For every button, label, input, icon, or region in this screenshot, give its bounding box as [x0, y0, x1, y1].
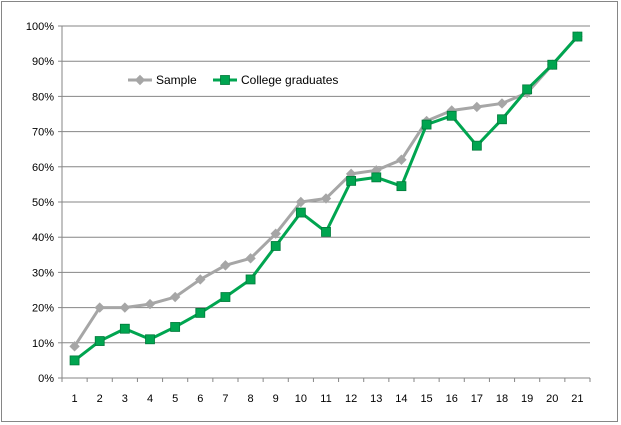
y-tick-label: 100%: [26, 21, 54, 33]
data-point-diamond: [396, 154, 407, 165]
data-point-square: [295, 207, 306, 218]
data-point-square: [94, 336, 105, 346]
x-tick-label: 7: [222, 393, 228, 405]
data-point-diamond: [471, 101, 483, 113]
legend-item-1: College graduates: [213, 73, 338, 87]
y-tick-label: 0%: [38, 373, 54, 385]
data-point-diamond: [119, 302, 131, 313]
data-point-diamond: [69, 341, 80, 352]
data-point-diamond: [220, 260, 231, 271]
x-tick-label: 6: [197, 393, 203, 405]
x-tick-label: 9: [273, 393, 279, 405]
y-tick-label: 30%: [32, 267, 54, 279]
data-point-square: [471, 140, 482, 151]
x-tick-label: 19: [521, 393, 533, 405]
y-tick-label: 70%: [32, 127, 54, 139]
x-tick-label: 3: [122, 393, 128, 405]
series-layer: [69, 31, 583, 366]
x-tick-label: 14: [395, 393, 407, 405]
data-point-square: [497, 114, 507, 125]
data-point-square: [69, 355, 80, 366]
data-point-square: [170, 322, 181, 332]
y-tick-label: 90%: [32, 56, 54, 68]
y-axis-tick-labels: 0% 10% 20% 30% 40% 50% 60% 70% 80% 90% 100%: [26, 21, 54, 385]
legend-label: College graduates: [241, 73, 338, 87]
data-point-square: [572, 31, 583, 42]
data-point-diamond: [144, 298, 156, 310]
data-point-diamond: [169, 291, 181, 303]
y-tick-label: 20%: [32, 303, 54, 315]
x-tick-label: 10: [295, 393, 307, 405]
data-point-diamond: [195, 274, 206, 285]
x-tick-label: 16: [446, 393, 458, 405]
x-tick-label: 18: [496, 393, 508, 405]
y-tick-label: 60%: [32, 162, 54, 174]
x-tick-label: 17: [471, 393, 483, 405]
y-tick-label: 40%: [32, 232, 54, 244]
legend-item-0: Sample: [128, 73, 197, 87]
data-point-square: [195, 307, 206, 318]
x-tick-label: 15: [420, 393, 432, 405]
x-tick-label: 12: [345, 393, 357, 405]
x-axis-tick-labels: 1 2 3 4 5 6 7 8 9 10 11 12 13 14 15 16 17 18 19 20 21: [72, 393, 584, 405]
data-point-square: [145, 334, 155, 345]
data-point-square: [220, 75, 230, 85]
data-point-square: [119, 323, 130, 334]
data-point-square: [522, 84, 533, 95]
legend-label: Sample: [156, 73, 197, 87]
data-point-square: [396, 181, 407, 192]
series-1: [69, 31, 583, 366]
data-point-diamond: [134, 74, 146, 86]
x-tick-label: 8: [248, 393, 254, 405]
data-point-square: [547, 59, 558, 70]
data-point-diamond: [295, 196, 307, 208]
data-point-diamond: [270, 228, 281, 239]
x-tick-label: 2: [97, 393, 103, 405]
data-point-square: [371, 172, 382, 183]
data-point-square: [346, 175, 357, 186]
data-point-diamond: [245, 253, 256, 264]
data-point-square: [270, 241, 281, 251]
x-tick-label: 5: [172, 393, 178, 405]
x-tick-label: 20: [546, 393, 558, 405]
data-point-square: [446, 110, 457, 121]
legend: Sample College graduates: [128, 73, 338, 87]
x-tick-label: 1: [72, 393, 78, 405]
x-tick-label: 4: [147, 393, 153, 405]
data-point-square: [321, 227, 331, 237]
data-point-diamond: [496, 98, 508, 109]
data-point-diamond: [320, 193, 332, 204]
data-point-square: [421, 119, 432, 130]
y-tick-label: 50%: [32, 197, 54, 209]
data-point-diamond: [94, 302, 105, 313]
x-tick-label: 11: [320, 393, 331, 405]
y-tick-label: 10%: [32, 338, 54, 350]
data-point-square: [245, 274, 256, 285]
axes: [58, 25, 591, 382]
x-tick-label: 13: [370, 393, 382, 405]
y-tick-label: 80%: [32, 91, 54, 103]
x-tick-label: 21: [571, 393, 583, 405]
data-point-square: [220, 292, 231, 302]
